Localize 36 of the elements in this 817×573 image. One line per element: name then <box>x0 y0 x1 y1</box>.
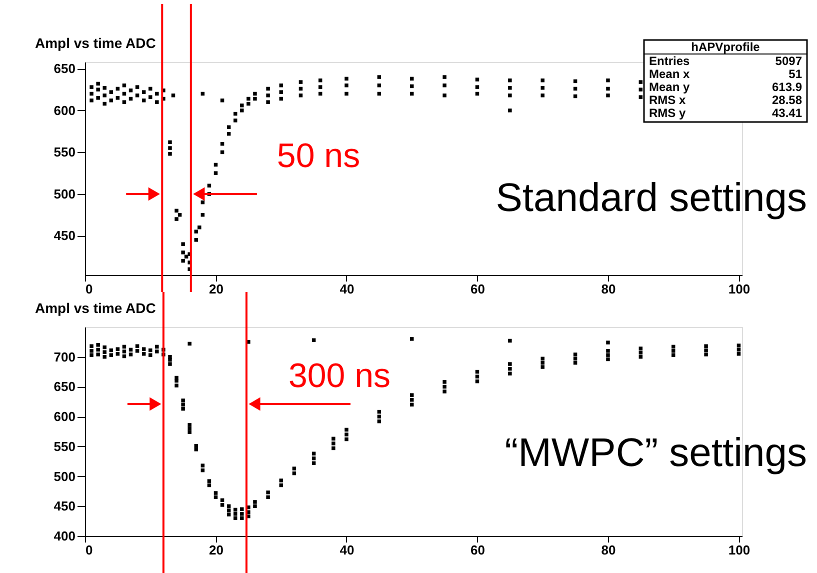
x-tick-label: 80 <box>601 282 616 296</box>
chart-title: Ampl vs time ADC <box>35 300 156 316</box>
x-tick-label: 80 <box>601 542 616 558</box>
y-tick-label: 550 <box>54 144 76 160</box>
y-tick-label: 650 <box>54 61 76 76</box>
text: RMS x 28.58 <box>649 93 802 107</box>
chart-title: Ampl vs time ADC <box>35 35 156 51</box>
x-tick-label: 60 <box>470 542 485 558</box>
annotation: Standard settings <box>496 176 807 220</box>
y-tick-label: 500 <box>54 468 76 484</box>
x-tick-label: 40 <box>340 542 354 558</box>
y-tick-label: 500 <box>54 186 76 202</box>
text: RMS y 43.41 <box>649 106 802 120</box>
x-tick-label: 0 <box>86 282 93 296</box>
text: Mean x 51 <box>649 67 802 81</box>
x-tick-label: 100 <box>728 542 750 558</box>
y-tick-label: 650 <box>54 379 76 394</box>
x-tick-label: 0 <box>86 542 93 558</box>
x-tick-label: 20 <box>209 282 224 296</box>
text: Entries 5097 <box>649 54 802 68</box>
y-tick-label: 700 <box>54 349 76 364</box>
ref-line-label: 50 ns <box>276 137 360 175</box>
y-tick-label: 400 <box>54 528 76 544</box>
y-tick-label: 600 <box>54 102 76 118</box>
y-tick-label: 450 <box>54 228 76 244</box>
text: Mean y 613.9 <box>649 80 802 94</box>
y-tick-label: 450 <box>54 498 76 514</box>
y-tick-label: 600 <box>54 409 76 424</box>
x-tick-label: 100 <box>728 282 750 296</box>
ref-line-label: 300 ns <box>288 357 391 395</box>
x-tick-label: 20 <box>209 542 224 558</box>
x-tick-label: 60 <box>470 282 485 296</box>
annotation: “MWPC” settings <box>504 431 807 475</box>
text: hAPVprofile <box>691 40 760 54</box>
x-tick-label: 40 <box>340 282 354 296</box>
y-tick-label: 550 <box>54 438 76 454</box>
